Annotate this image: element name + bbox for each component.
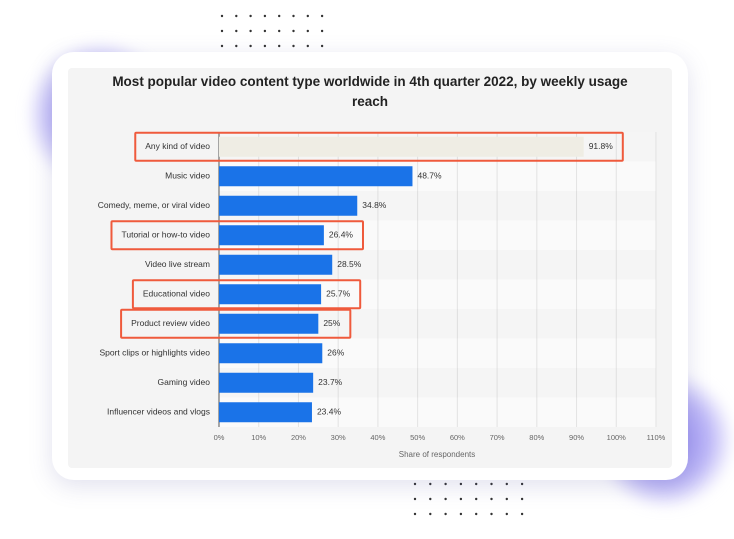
decor-dot	[278, 44, 281, 48]
x-tick-label: 80%	[529, 433, 544, 442]
y-tick-label: Educational video	[143, 289, 210, 299]
decor-dot	[320, 14, 324, 18]
bar	[219, 343, 323, 364]
decor-dot	[475, 482, 478, 486]
value-label: 91.8%	[589, 141, 614, 151]
decor-dot	[249, 29, 252, 33]
decor-dot	[490, 482, 493, 486]
y-tick-label: Tutorial or how-to video	[121, 230, 210, 240]
decor-dot	[263, 29, 267, 33]
decor-dot	[220, 14, 224, 18]
decor-dot	[235, 14, 238, 18]
decor-dot	[278, 29, 281, 33]
x-tick-label: 20%	[291, 433, 306, 442]
bar	[219, 195, 358, 216]
decor-dot	[292, 44, 295, 48]
value-label: 34.8%	[362, 200, 387, 210]
decor-dot	[429, 482, 432, 486]
decor-dot	[429, 497, 432, 501]
y-tick-label: Video live stream	[145, 259, 210, 269]
bar	[219, 225, 324, 246]
decor-dot	[263, 44, 267, 48]
decor-dot	[220, 44, 224, 48]
decor-dot	[413, 497, 417, 501]
decor-dot	[249, 44, 252, 48]
bar	[219, 402, 312, 423]
decor-dot	[235, 29, 238, 33]
decor-dot	[520, 497, 524, 501]
decor-dot	[292, 14, 295, 18]
x-axis-label: Share of respondents	[399, 450, 476, 459]
decor-dot	[520, 482, 524, 486]
decor-dot	[306, 44, 309, 48]
decor-dot	[220, 29, 224, 33]
x-tick-label: 10%	[251, 433, 266, 442]
decor-dot	[278, 14, 281, 18]
highlight-box	[120, 308, 352, 339]
decor-dot	[413, 512, 417, 516]
decor-dot	[505, 512, 508, 516]
decor-dot	[490, 512, 493, 516]
decor-dot	[475, 512, 478, 516]
decor-dot	[263, 14, 267, 18]
decor-dot	[320, 44, 324, 48]
bar	[219, 284, 322, 305]
highlight-box	[110, 220, 364, 251]
decor-dot	[235, 44, 238, 48]
bar	[219, 254, 333, 275]
bar	[219, 372, 314, 393]
chart-title: Most popular video content type worldwid…	[112, 74, 628, 109]
decor-dot	[505, 482, 508, 486]
y-tick-label: Any kind of video	[145, 141, 210, 151]
value-label: 28.5%	[337, 259, 362, 269]
highlight-box	[131, 279, 362, 310]
value-label: 23.7%	[318, 377, 343, 387]
decor-dot	[249, 14, 252, 18]
x-tick-label: 50%	[410, 433, 425, 442]
decor-dot	[429, 512, 432, 516]
x-tick-label: 70%	[490, 433, 505, 442]
decor-dot	[292, 29, 295, 33]
value-label: 26.4%	[329, 230, 354, 240]
x-tick-label: 90%	[569, 433, 584, 442]
decor-dot	[459, 512, 463, 516]
x-tick-label: 0%	[214, 433, 225, 442]
decor-dot	[490, 497, 493, 501]
value-label: 25%	[323, 318, 340, 328]
y-tick-label: Influencer videos and vlogs	[107, 407, 210, 417]
x-tick-label: 100%	[607, 433, 627, 442]
x-tick-label: 60%	[450, 433, 465, 442]
decor-dot	[413, 482, 417, 486]
value-label: 25.7%	[326, 289, 351, 299]
bar	[219, 166, 413, 187]
bar	[219, 136, 584, 157]
decor-dot	[444, 482, 447, 486]
decor-dot	[459, 497, 463, 501]
decor-dot	[444, 512, 447, 516]
bar	[219, 313, 319, 334]
decor-dot	[320, 29, 324, 33]
value-label: 48.7%	[417, 171, 442, 181]
x-tick-label: 110%	[647, 433, 666, 442]
value-label: 23.4%	[317, 407, 342, 417]
decor-dot	[444, 497, 447, 501]
y-tick-label: Sport clips or highlights video	[99, 348, 210, 358]
decor-dot	[520, 512, 524, 516]
y-tick-label: Comedy, meme, or viral video	[98, 200, 211, 210]
value-label: 26%	[327, 348, 344, 358]
decor-dot	[459, 482, 463, 486]
decor-dot	[306, 29, 309, 33]
x-tick-label: 30%	[331, 433, 346, 442]
decor-dot	[475, 497, 478, 501]
y-tick-label: Gaming video	[158, 377, 211, 387]
highlight-box	[134, 131, 624, 162]
decor-dot	[306, 14, 309, 18]
y-tick-label: Product review video	[131, 318, 210, 328]
y-tick-label: Music video	[165, 171, 210, 181]
decor-dot	[505, 497, 508, 501]
x-tick-label: 40%	[370, 433, 385, 442]
